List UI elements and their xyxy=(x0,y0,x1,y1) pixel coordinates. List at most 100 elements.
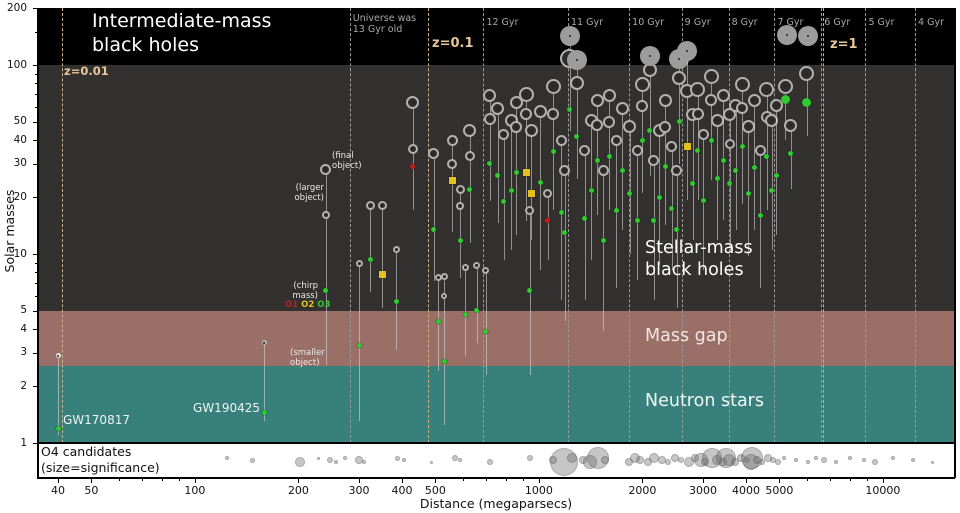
final-object-marker xyxy=(482,266,490,274)
y-axis-minor-tick xyxy=(35,73,38,75)
marker-center-dot xyxy=(525,113,528,116)
chirp-mass-marker xyxy=(495,173,501,179)
event-mass-range-line xyxy=(760,150,762,289)
final-object-marker xyxy=(639,45,660,66)
chirp-mass-marker xyxy=(467,186,473,192)
final-object-marker xyxy=(623,120,637,134)
final-object-marker xyxy=(754,144,766,156)
final-object-marker xyxy=(355,260,363,268)
y-axis-tick xyxy=(33,121,37,123)
y-axis-tick xyxy=(33,140,37,142)
final-object-marker xyxy=(671,164,683,176)
larger-object-marker xyxy=(736,102,749,115)
chirp-mass-marker xyxy=(769,187,775,193)
mass-region-band xyxy=(38,310,955,367)
final-object-marker xyxy=(55,353,61,359)
marker-annotation: (smaller object) xyxy=(290,348,325,369)
chirp-mass-marker xyxy=(619,167,625,173)
chirp-mass-marker xyxy=(757,212,763,218)
o4-candidate-dot xyxy=(861,458,866,462)
chirp-mass-marker xyxy=(764,153,770,159)
event-mass-range-line xyxy=(766,89,768,210)
x-axis-tick-label: 3000 xyxy=(689,484,718,497)
final-object-marker xyxy=(320,163,332,175)
marker-center-dot xyxy=(621,107,624,110)
final-object-marker xyxy=(463,124,477,138)
event-mass-range-line xyxy=(460,189,462,278)
marker-center-dot xyxy=(381,204,384,207)
marker-center-dot xyxy=(741,83,744,86)
x-axis-title: Distance (megaparsecs) xyxy=(419,496,573,511)
o4-candidate-dot xyxy=(794,458,799,462)
x-axis-tick-label: 500 xyxy=(424,484,446,497)
marker-center-dot xyxy=(583,149,586,151)
chirp-mass-marker xyxy=(656,194,662,200)
marker-center-dot xyxy=(608,94,611,97)
event-mass-range-line xyxy=(325,169,327,365)
final-object-marker xyxy=(545,78,561,94)
marker-annotation: (chirp mass) xyxy=(292,281,318,302)
x-axis-minor-tick xyxy=(118,478,120,481)
universe-age-label: 7 Gyr xyxy=(777,17,804,28)
y-axis-minor-tick xyxy=(35,106,38,108)
chirp-mass-marker xyxy=(462,311,468,317)
o4-candidate-dot xyxy=(451,455,458,461)
marker-center-dot xyxy=(664,99,667,102)
event-mass-range-line xyxy=(561,140,563,301)
marker-center-dot xyxy=(648,69,651,72)
chirp-mass-marker xyxy=(695,147,701,153)
marker-center-dot xyxy=(510,119,513,122)
o4-candidate-dot xyxy=(487,459,494,465)
chirp-mass-marker xyxy=(323,288,329,294)
x-axis-tick xyxy=(91,478,93,483)
event-mass-range-line xyxy=(676,170,678,308)
marker-center-dot xyxy=(369,204,372,207)
x-axis-tick-label: 400 xyxy=(391,484,413,497)
chirp-mass-marker xyxy=(606,153,612,159)
marker-center-dot xyxy=(496,107,499,110)
event-mass-range-line xyxy=(771,120,773,250)
named-event-label: GW190425 xyxy=(193,401,260,415)
marker-center-dot xyxy=(475,264,478,267)
marker-center-dot xyxy=(602,169,605,172)
run-legend-o1: O1 xyxy=(285,300,299,310)
x-axis-minor-tick xyxy=(179,478,181,481)
final-object-marker xyxy=(559,164,571,176)
marker-center-dot xyxy=(741,107,744,110)
event-mass-range-line xyxy=(692,114,694,241)
o4-candidate-dot xyxy=(601,456,610,464)
y-axis-tick-label: 20 xyxy=(13,190,27,203)
larger-object-marker xyxy=(321,211,330,220)
event-mass-range-line xyxy=(616,140,618,289)
chirp-mass-marker xyxy=(745,190,751,196)
o4-candidate-dot xyxy=(820,457,827,463)
mass-region-band xyxy=(38,366,955,443)
universe-age-label: 8 Gyr xyxy=(731,17,758,28)
event-mass-range-line xyxy=(629,126,631,254)
event-mass-range-line xyxy=(444,276,446,425)
run-legend-o2: O2 xyxy=(301,300,315,310)
x-axis-tick xyxy=(194,478,196,483)
marker-center-dot xyxy=(575,82,578,85)
final-object-marker xyxy=(784,118,798,132)
chirp-mass-marker xyxy=(727,181,733,187)
o4-candidate-dot xyxy=(326,457,333,463)
y-axis-tick-label: 50 xyxy=(13,115,27,128)
event-mass-range-line xyxy=(489,95,491,202)
event-mass-range-line xyxy=(370,205,372,292)
final-object-marker xyxy=(697,128,709,140)
o4-candidate-dot xyxy=(814,456,819,460)
x-axis-tick-label: 200 xyxy=(287,484,309,497)
final-object-marker xyxy=(590,93,604,107)
marker-center-dot xyxy=(468,129,471,132)
o4-candidate-dot xyxy=(225,456,230,460)
marker-center-dot xyxy=(702,133,705,136)
universe-age-line xyxy=(567,8,569,443)
marker-center-dot xyxy=(560,139,563,142)
marker-center-dot xyxy=(664,125,667,128)
y-axis-tick xyxy=(33,386,37,388)
final-object-marker xyxy=(602,88,616,102)
y-axis-minor-tick xyxy=(35,283,38,285)
neutron-stars-region-label: Neutron stars xyxy=(645,391,764,411)
